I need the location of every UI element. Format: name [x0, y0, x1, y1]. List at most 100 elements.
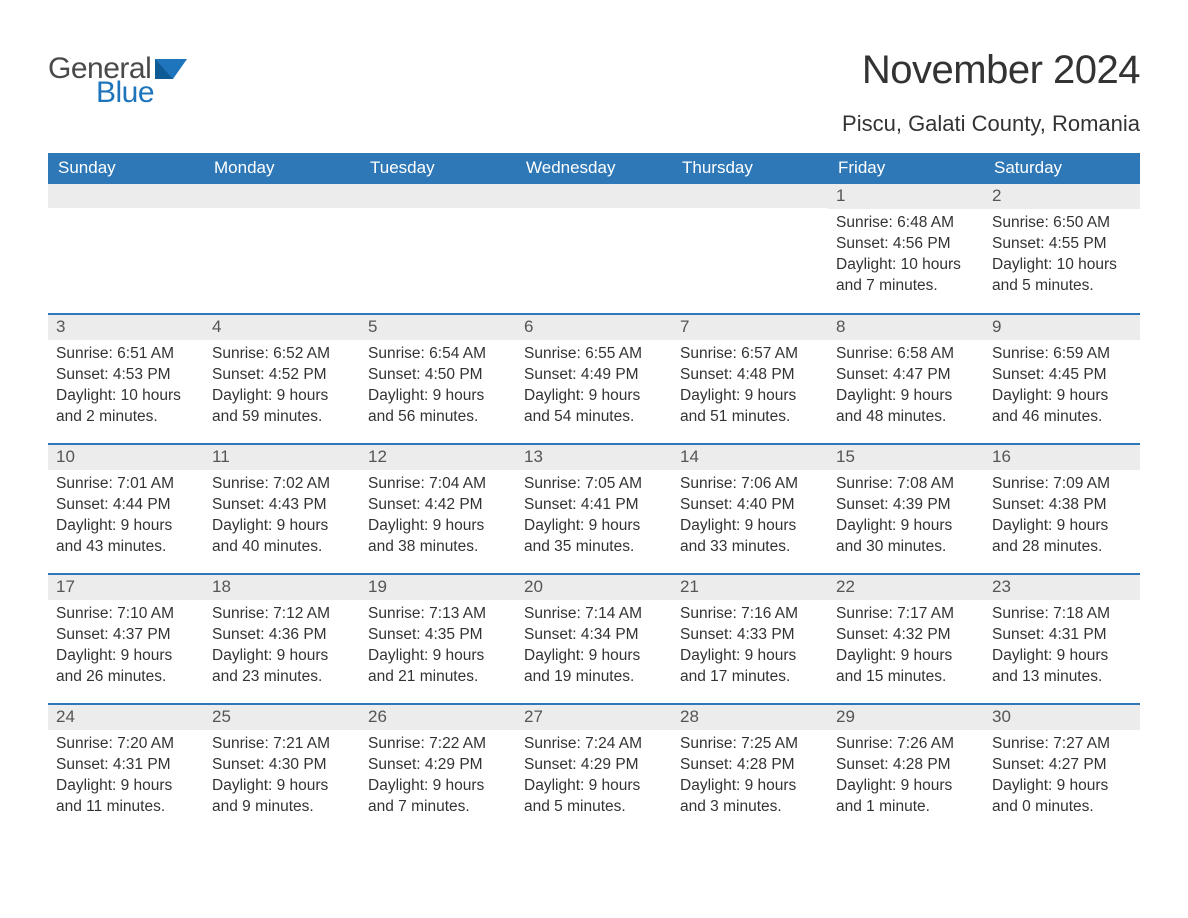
day-number: 30: [984, 705, 1140, 730]
day-body: Sunrise: 7:12 AMSunset: 4:36 PMDaylight:…: [204, 600, 360, 694]
column-header: Thursday: [672, 153, 828, 184]
day-cell: 11Sunrise: 7:02 AMSunset: 4:43 PMDayligh…: [204, 444, 360, 574]
sunrise-text: Sunrise: 7:18 AM: [992, 604, 1132, 625]
day-number-bar: [360, 184, 516, 208]
daylight-text: Daylight: 9 hours and 43 minutes.: [56, 516, 196, 558]
day-body: Sunrise: 6:48 AMSunset: 4:56 PMDaylight:…: [828, 209, 984, 303]
sunset-text: Sunset: 4:39 PM: [836, 495, 976, 516]
logo: General Blue: [48, 48, 189, 108]
daylight-text: Daylight: 9 hours and 48 minutes.: [836, 386, 976, 428]
day-body: Sunrise: 6:59 AMSunset: 4:45 PMDaylight:…: [984, 340, 1140, 434]
day-number: 27: [516, 705, 672, 730]
sunrise-text: Sunrise: 6:54 AM: [368, 344, 508, 365]
sunrise-text: Sunrise: 7:27 AM: [992, 734, 1132, 755]
daylight-text: Daylight: 9 hours and 0 minutes.: [992, 776, 1132, 818]
sunset-text: Sunset: 4:47 PM: [836, 365, 976, 386]
day-cell: 18Sunrise: 7:12 AMSunset: 4:36 PMDayligh…: [204, 574, 360, 704]
sunset-text: Sunset: 4:35 PM: [368, 625, 508, 646]
sunset-text: Sunset: 4:33 PM: [680, 625, 820, 646]
daylight-text: Daylight: 9 hours and 28 minutes.: [992, 516, 1132, 558]
day-body: Sunrise: 6:50 AMSunset: 4:55 PMDaylight:…: [984, 209, 1140, 303]
day-number: 23: [984, 575, 1140, 600]
day-body: Sunrise: 6:51 AMSunset: 4:53 PMDaylight:…: [48, 340, 204, 434]
sunrise-text: Sunrise: 6:50 AM: [992, 213, 1132, 234]
day-number: 13: [516, 445, 672, 470]
day-number: 18: [204, 575, 360, 600]
daylight-text: Daylight: 9 hours and 54 minutes.: [524, 386, 664, 428]
daylight-text: Daylight: 9 hours and 30 minutes.: [836, 516, 976, 558]
day-cell: 26Sunrise: 7:22 AMSunset: 4:29 PMDayligh…: [360, 704, 516, 834]
column-header: Tuesday: [360, 153, 516, 184]
day-body: Sunrise: 7:08 AMSunset: 4:39 PMDaylight:…: [828, 470, 984, 564]
day-cell: 9Sunrise: 6:59 AMSunset: 4:45 PMDaylight…: [984, 314, 1140, 444]
day-number: 21: [672, 575, 828, 600]
location-text: Piscu, Galati County, Romania: [842, 111, 1140, 137]
daylight-text: Daylight: 9 hours and 46 minutes.: [992, 386, 1132, 428]
day-body: Sunrise: 7:20 AMSunset: 4:31 PMDaylight:…: [48, 730, 204, 824]
day-number: 2: [984, 184, 1140, 209]
sunset-text: Sunset: 4:45 PM: [992, 365, 1132, 386]
day-cell: 3Sunrise: 6:51 AMSunset: 4:53 PMDaylight…: [48, 314, 204, 444]
day-body: Sunrise: 7:22 AMSunset: 4:29 PMDaylight:…: [360, 730, 516, 824]
day-cell: 7Sunrise: 6:57 AMSunset: 4:48 PMDaylight…: [672, 314, 828, 444]
sunrise-text: Sunrise: 7:16 AM: [680, 604, 820, 625]
day-number: 11: [204, 445, 360, 470]
day-body: Sunrise: 7:17 AMSunset: 4:32 PMDaylight:…: [828, 600, 984, 694]
sunset-text: Sunset: 4:27 PM: [992, 755, 1132, 776]
daylight-text: Daylight: 9 hours and 59 minutes.: [212, 386, 352, 428]
day-cell: [360, 184, 516, 314]
daylight-text: Daylight: 9 hours and 11 minutes.: [56, 776, 196, 818]
day-body: Sunrise: 7:10 AMSunset: 4:37 PMDaylight:…: [48, 600, 204, 694]
sunrise-text: Sunrise: 7:09 AM: [992, 474, 1132, 495]
week-row: 1Sunrise: 6:48 AMSunset: 4:56 PMDaylight…: [48, 184, 1140, 314]
day-number: 6: [516, 315, 672, 340]
day-number-bar: [204, 184, 360, 208]
day-number-bar: [48, 184, 204, 208]
sunrise-text: Sunrise: 7:20 AM: [56, 734, 196, 755]
day-cell: 29Sunrise: 7:26 AMSunset: 4:28 PMDayligh…: [828, 704, 984, 834]
daylight-text: Daylight: 9 hours and 40 minutes.: [212, 516, 352, 558]
header: General Blue November 2024 Piscu, Galati…: [48, 48, 1140, 147]
day-cell: 10Sunrise: 7:01 AMSunset: 4:44 PMDayligh…: [48, 444, 204, 574]
daylight-text: Daylight: 9 hours and 13 minutes.: [992, 646, 1132, 688]
daylight-text: Daylight: 9 hours and 51 minutes.: [680, 386, 820, 428]
sunset-text: Sunset: 4:49 PM: [524, 365, 664, 386]
day-number: 4: [204, 315, 360, 340]
sunrise-text: Sunrise: 7:24 AM: [524, 734, 664, 755]
week-row: 10Sunrise: 7:01 AMSunset: 4:44 PMDayligh…: [48, 444, 1140, 574]
daylight-text: Daylight: 9 hours and 1 minute.: [836, 776, 976, 818]
column-header: Saturday: [984, 153, 1140, 184]
day-cell: 20Sunrise: 7:14 AMSunset: 4:34 PMDayligh…: [516, 574, 672, 704]
day-cell: 2Sunrise: 6:50 AMSunset: 4:55 PMDaylight…: [984, 184, 1140, 314]
day-cell: 1Sunrise: 6:48 AMSunset: 4:56 PMDaylight…: [828, 184, 984, 314]
sunset-text: Sunset: 4:43 PM: [212, 495, 352, 516]
sunset-text: Sunset: 4:31 PM: [56, 755, 196, 776]
day-number: 3: [48, 315, 204, 340]
day-body: Sunrise: 7:27 AMSunset: 4:27 PMDaylight:…: [984, 730, 1140, 824]
column-header: Wednesday: [516, 153, 672, 184]
daylight-text: Daylight: 9 hours and 7 minutes.: [368, 776, 508, 818]
sunrise-text: Sunrise: 6:59 AM: [992, 344, 1132, 365]
daylight-text: Daylight: 9 hours and 38 minutes.: [368, 516, 508, 558]
daylight-text: Daylight: 9 hours and 3 minutes.: [680, 776, 820, 818]
day-body: Sunrise: 6:57 AMSunset: 4:48 PMDaylight:…: [672, 340, 828, 434]
sunrise-text: Sunrise: 6:48 AM: [836, 213, 976, 234]
day-cell: 19Sunrise: 7:13 AMSunset: 4:35 PMDayligh…: [360, 574, 516, 704]
daylight-text: Daylight: 9 hours and 19 minutes.: [524, 646, 664, 688]
day-body: Sunrise: 6:55 AMSunset: 4:49 PMDaylight:…: [516, 340, 672, 434]
sunset-text: Sunset: 4:34 PM: [524, 625, 664, 646]
day-body: Sunrise: 7:04 AMSunset: 4:42 PMDaylight:…: [360, 470, 516, 564]
daylight-text: Daylight: 10 hours and 7 minutes.: [836, 255, 976, 297]
column-header: Sunday: [48, 153, 204, 184]
sunset-text: Sunset: 4:41 PM: [524, 495, 664, 516]
day-body: Sunrise: 7:21 AMSunset: 4:30 PMDaylight:…: [204, 730, 360, 824]
sunset-text: Sunset: 4:55 PM: [992, 234, 1132, 255]
day-number: 10: [48, 445, 204, 470]
day-number: 26: [360, 705, 516, 730]
day-number: 1: [828, 184, 984, 209]
day-cell: 4Sunrise: 6:52 AMSunset: 4:52 PMDaylight…: [204, 314, 360, 444]
day-cell: 16Sunrise: 7:09 AMSunset: 4:38 PMDayligh…: [984, 444, 1140, 574]
day-cell: 15Sunrise: 7:08 AMSunset: 4:39 PMDayligh…: [828, 444, 984, 574]
sunset-text: Sunset: 4:48 PM: [680, 365, 820, 386]
sunset-text: Sunset: 4:42 PM: [368, 495, 508, 516]
